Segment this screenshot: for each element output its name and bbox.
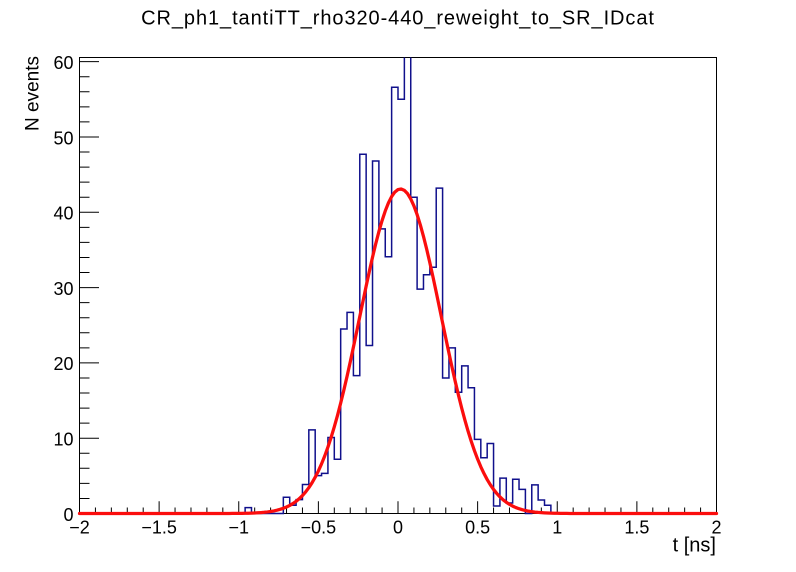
svg-text:N events: N events [23, 56, 44, 131]
svg-text:1: 1 [552, 518, 562, 538]
svg-text:40: 40 [53, 204, 73, 224]
svg-text:−1: −1 [229, 518, 250, 538]
svg-text:20: 20 [53, 354, 73, 374]
svg-text:−2: −2 [69, 518, 90, 538]
svg-text:1.5: 1.5 [624, 518, 649, 538]
svg-text:10: 10 [53, 430, 73, 450]
svg-text:−0.5: −0.5 [301, 518, 337, 538]
svg-text:0.5: 0.5 [465, 518, 490, 538]
svg-text:60: 60 [53, 53, 73, 73]
svg-text:0: 0 [393, 518, 403, 538]
svg-text:2: 2 [711, 518, 721, 538]
svg-text:−1.5: −1.5 [141, 518, 177, 538]
svg-text:50: 50 [53, 128, 73, 148]
svg-text:CR_ph1_tantiTT_rho320-440_rewe: CR_ph1_tantiTT_rho320-440_reweight_to_SR… [141, 8, 655, 30]
svg-text:30: 30 [53, 279, 73, 299]
svg-text:t [ns]: t [ns] [673, 535, 716, 557]
svg-text:0: 0 [63, 505, 73, 525]
